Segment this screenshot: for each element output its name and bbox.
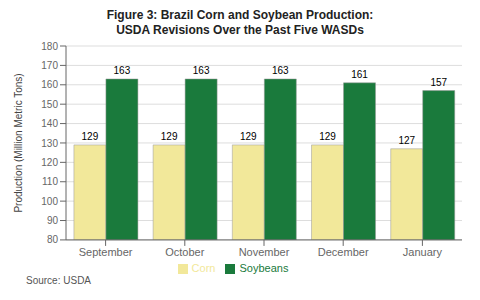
html-text:Source: USDA: Source: USDA [26, 275, 91, 286]
svg-text:120: 120 [41, 157, 58, 168]
svg-text:December: December [318, 246, 369, 258]
svg-text:129: 129 [240, 131, 257, 142]
svg-text:October: October [165, 246, 204, 258]
html-text:Corn: Corn [191, 261, 216, 274]
svg-text:129: 129 [161, 131, 178, 142]
svg-text:163: 163 [114, 65, 131, 76]
svg-text:170: 170 [41, 60, 58, 71]
html-text:USDA Revisions Over the Past F: USDA Revisions Over the Past Five WASDs [116, 23, 364, 37]
svg-text:180: 180 [41, 41, 58, 52]
svg-text:January: January [403, 246, 443, 258]
svg-text:140: 140 [41, 118, 58, 129]
svg-text:130: 130 [41, 138, 58, 149]
svg-text:129: 129 [319, 131, 336, 142]
svg-text:163: 163 [193, 65, 210, 76]
svg-text:127: 127 [398, 135, 415, 146]
svg-text:160: 160 [41, 79, 58, 90]
svg-text:100: 100 [41, 196, 58, 207]
svg-text:163: 163 [272, 65, 289, 76]
svg-text:90: 90 [47, 215, 59, 226]
svg-text:129: 129 [82, 131, 99, 142]
svg-text:80: 80 [47, 234, 59, 245]
svg-text:November: November [239, 246, 290, 258]
svg-text:150: 150 [41, 99, 58, 110]
html-text:Soybeans: Soybeans [239, 261, 289, 274]
svg-text:110: 110 [42, 176, 58, 187]
svg-text:161: 161 [351, 69, 368, 80]
svg-text:157: 157 [430, 77, 447, 88]
svg-text:September: September [79, 246, 133, 258]
svg-text:Production (Million Metric Ton: Production (Million Metric Tons) [13, 73, 24, 212]
html-text:Figure 3: Brazil Corn and Soyb: Figure 3: Brazil Corn and Soybean Produc… [106, 8, 374, 22]
